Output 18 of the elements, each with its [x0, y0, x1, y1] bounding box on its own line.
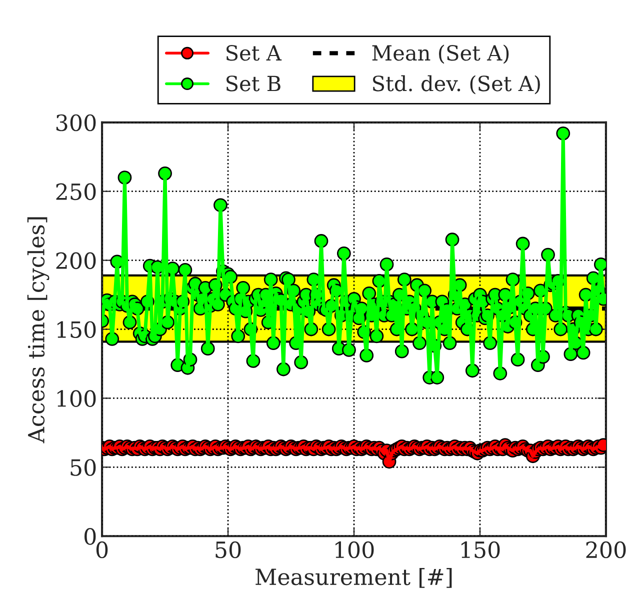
legend-label: Std. dev. (Set A) [373, 75, 540, 94]
legend-label: Set B [226, 76, 280, 92]
y-tick-label: 150 [57, 321, 96, 338]
y-axis-title: Access time [cycles] [27, 217, 50, 444]
y-tick-label: 300 [56, 114, 96, 132]
x-tick-label: 100 [336, 541, 374, 558]
legend-label: Mean (Set A) [372, 44, 509, 64]
x-tick-label: 0 [96, 541, 108, 558]
x-axis-title: Measurement [#] [256, 568, 452, 588]
y-tick-label: 250 [56, 183, 96, 200]
x-tick-label: 50 [216, 541, 241, 558]
y-tick-label: 200 [56, 252, 96, 270]
y-tick-label: 0 [84, 528, 96, 545]
x-tick-label: 150 [461, 541, 500, 558]
y-tick-label: 50 [70, 459, 96, 476]
legend-label: Set A [226, 45, 282, 61]
y-tick-label: 100 [57, 390, 96, 407]
x-tick-label: 200 [586, 541, 626, 558]
